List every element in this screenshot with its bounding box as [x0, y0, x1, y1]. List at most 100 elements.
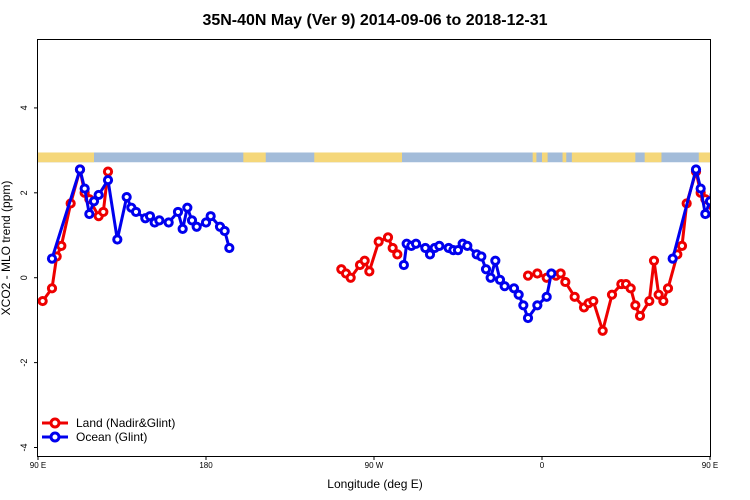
band-land-segment [644, 152, 662, 163]
band-land-segment [38, 152, 94, 163]
ocean-series-point [191, 221, 202, 232]
y-tick-label: 2 [19, 190, 29, 195]
land-series-point [625, 283, 636, 294]
ocean-series-point [121, 191, 132, 203]
series-layer [38, 164, 710, 336]
legend-land-label: Land (Nadir&Glint) [76, 416, 175, 430]
ocean-series-point [163, 217, 174, 228]
land-series-point [597, 325, 608, 336]
ocean-series-point [177, 223, 188, 234]
land-series-point [387, 242, 398, 254]
ocean-series-point [695, 183, 706, 194]
land-series-point [644, 295, 655, 307]
ocean-series-point [485, 272, 496, 283]
land-series-point [662, 283, 674, 294]
ocean-series-point [667, 253, 678, 264]
ocean-series-point [522, 312, 534, 324]
ocean-series-point [424, 249, 436, 260]
y-tick-label: -4 [19, 444, 29, 452]
legend-land-marker [49, 417, 61, 429]
ocean-series-point [420, 242, 431, 254]
land-series-point [56, 240, 67, 251]
ocean-series-point [410, 238, 422, 249]
y-axis: -4 -2 0 2 4 [19, 105, 38, 452]
legend-ocean-label: Ocean (Glint) [76, 430, 147, 444]
ocean-series-point [704, 196, 710, 207]
ocean-series-point [200, 217, 212, 228]
ocean-series-point [112, 234, 123, 245]
ocean-series-point [74, 164, 86, 175]
land-series-point [38, 295, 48, 307]
x-tick-label: 180 [199, 461, 213, 470]
ocean-series-point [219, 225, 230, 237]
ocean-series-point [490, 255, 501, 266]
band-land-segment [542, 152, 548, 163]
land-series-point [359, 255, 370, 266]
ocean-series-point [398, 259, 409, 271]
land-series-point [522, 270, 534, 281]
ocean-series-point [452, 245, 464, 256]
ocean-series-point [541, 291, 552, 302]
ocean-series-point [84, 208, 95, 220]
ocean-series-point [532, 300, 543, 311]
ocean-series-point [186, 215, 198, 226]
y-tick-label: -2 [19, 359, 29, 367]
legend-ocean-marker [49, 431, 61, 443]
x-axis-label: Longitude (deg E) [327, 477, 422, 491]
legend: Land (Nadir&Glint) Ocean (Glint) [42, 416, 175, 444]
ocean-series-point [130, 206, 142, 218]
ocean-series-point [434, 240, 445, 251]
land-series-point [658, 295, 669, 307]
land-series-point [102, 166, 114, 177]
ocean-series-point [546, 268, 557, 279]
land-series-point [634, 310, 646, 322]
ocean-series-point [518, 300, 529, 311]
land-series-point [373, 236, 384, 247]
y-tick-label: 0 [19, 275, 29, 280]
ocean-series-point [700, 208, 710, 220]
ocean-series-point [494, 274, 506, 285]
ocean-series-point [88, 196, 100, 207]
land-series-point [345, 272, 356, 283]
ocean-series-point [154, 215, 165, 226]
land-series-point [46, 283, 58, 294]
land-series-point [98, 206, 109, 218]
x-tick-label: 90 E [30, 461, 46, 470]
land-series-point [676, 240, 688, 251]
band-land-segment [243, 152, 266, 163]
ocean-series-point [144, 211, 156, 222]
ocean-series-point [690, 164, 702, 175]
ocean-series-point [224, 242, 235, 254]
band-land-segment [571, 152, 636, 163]
land-series-point [555, 268, 566, 279]
land-series-point [364, 266, 375, 277]
land-series-point [648, 255, 660, 266]
y-axis-label: XCO2 - MLO trend (ppm) [0, 181, 13, 316]
land-series-point [569, 291, 580, 302]
ocean-series-point [499, 281, 510, 292]
x-tick-label: 0 [540, 461, 545, 470]
land-series-point [606, 289, 618, 300]
ocean-series-point [46, 253, 58, 264]
ocean-series-point [93, 189, 104, 201]
land-series-point [392, 249, 403, 260]
land-series-point [653, 289, 664, 300]
ocean-series-point [182, 202, 193, 213]
ocean-series-point [476, 251, 487, 262]
ocean-series-point [508, 283, 520, 294]
ocean-series-point [480, 264, 492, 275]
land-series-point [630, 300, 641, 311]
ocean-series-point [462, 240, 473, 251]
land-series-point [560, 276, 571, 288]
chart-title: 35N-40N May (Ver 9) 2014-09-06 to 2018-1… [202, 12, 547, 29]
band-land-segment [698, 152, 710, 163]
ocean-series-point [79, 183, 90, 194]
ocean-series-point [172, 206, 184, 218]
land-series-point [588, 295, 599, 307]
band-land-segment [532, 152, 537, 163]
x-axis: 90 E 180 90 W 0 90 E [30, 456, 718, 470]
band-land-segment [314, 152, 402, 163]
ocean-series-point [205, 211, 216, 222]
land-series-point [382, 232, 394, 243]
